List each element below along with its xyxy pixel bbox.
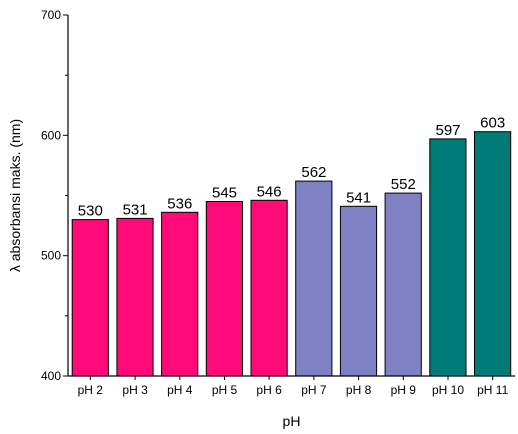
bar-ph-11 [474,131,512,377]
data-label: 541 [346,189,371,206]
bar-ph-2 [71,219,109,377]
data-labels-group: 530 531 536 545 546 562 541 552 597 603 [78,115,505,220]
bar-ph-3 [116,217,154,377]
x-tick-label: pH 8 [346,383,372,397]
x-tick-label: pH 2 [78,383,104,397]
x-tick-label: pH 5 [212,383,238,397]
bar-ph-6 [250,199,288,377]
y-ticks-group: 400 500 600 700 [41,8,68,383]
x-ticks-group: pH 2 pH 3 pH 4 pH 5 pH 6 pH 7 pH 8 pH 9 pH 10 pH … [78,376,509,397]
x-tick-label: pH 4 [167,383,193,397]
data-label: 531 [123,201,148,218]
bar-ph-10 [429,138,467,377]
data-label: 530 [78,203,103,220]
y-tick-label: 600 [41,128,61,142]
y-axis-title: λ absorbansi maks. (nm) [7,119,23,272]
x-tick-label: pH 3 [122,383,148,397]
bar-ph-9 [384,192,422,377]
y-tick-label: 400 [41,369,61,383]
x-tick-label: pH 11 [477,383,508,397]
data-label: 545 [212,185,237,202]
bars-group [71,131,512,377]
y-tick-label: 500 [41,249,61,263]
data-label: 562 [301,164,326,181]
y-tick-label: 700 [41,8,61,22]
data-label: 603 [480,115,505,132]
x-tick-label: pH 10 [432,383,464,397]
x-tick-label: pH 7 [301,383,327,397]
bar-ph-5 [205,201,244,377]
data-label: 552 [391,176,416,193]
bar-ph-4 [161,211,199,377]
data-label: 597 [435,122,460,139]
x-tick-label: pH 6 [256,383,282,397]
bar-ph-8 [339,205,378,377]
bar-ph-7 [295,180,333,377]
data-label: 546 [257,183,282,200]
data-label: 536 [167,195,192,212]
x-tick-label: pH 9 [391,383,417,397]
x-axis-title: pH [283,413,301,429]
